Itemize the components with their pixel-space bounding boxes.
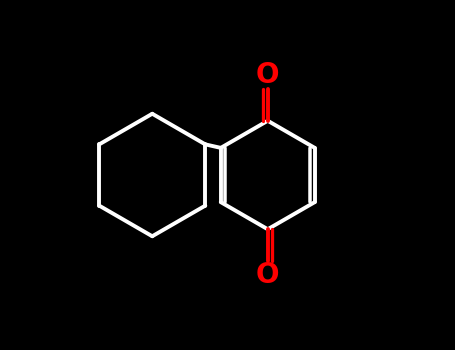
Text: O: O <box>256 261 279 289</box>
Text: O: O <box>256 61 279 89</box>
